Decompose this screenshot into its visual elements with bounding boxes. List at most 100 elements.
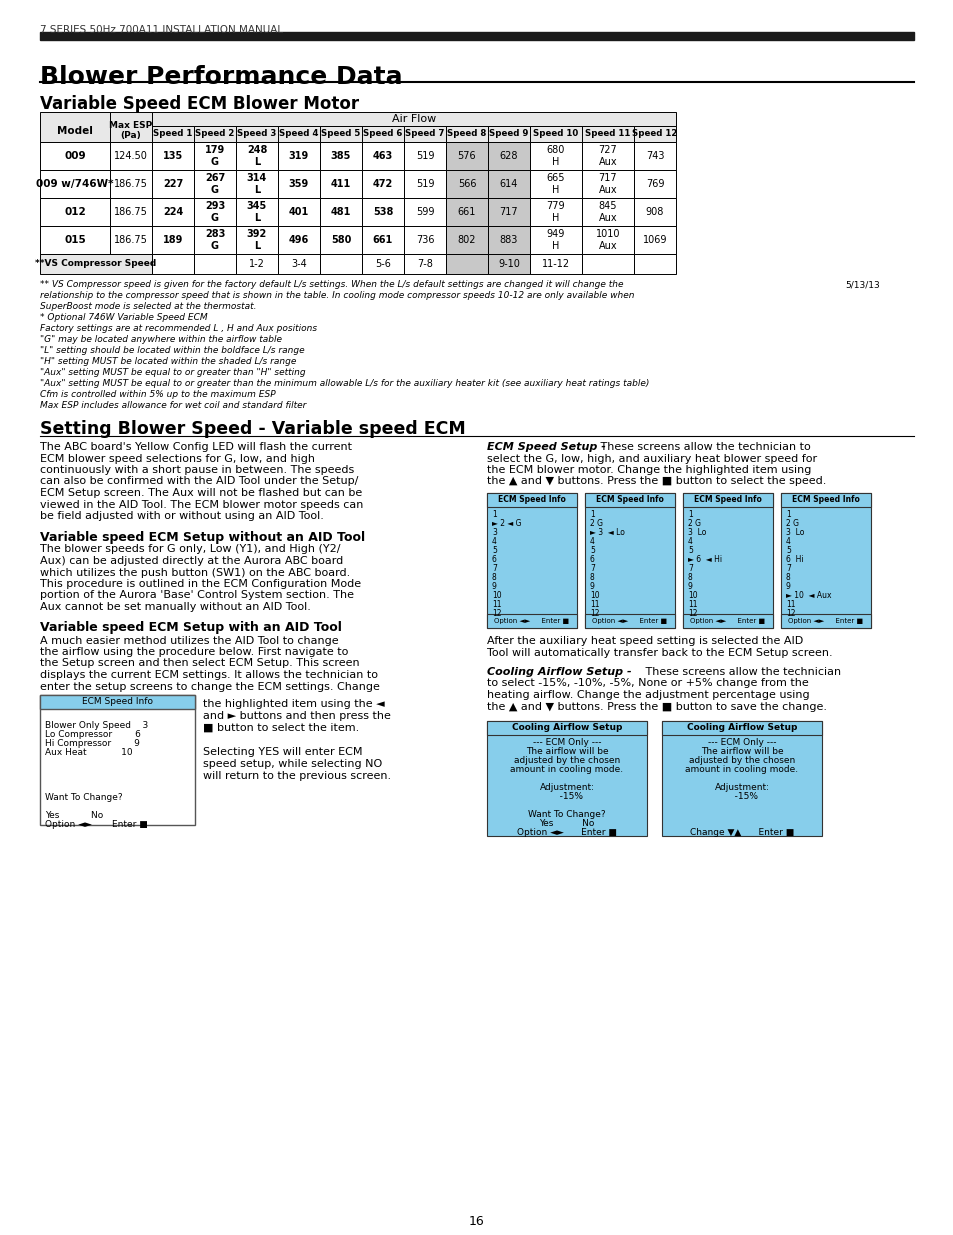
Text: 12: 12 — [589, 609, 598, 618]
Text: 1: 1 — [785, 510, 790, 519]
Text: the highlighted item using the ◄: the highlighted item using the ◄ — [203, 699, 384, 709]
Text: 293
G: 293 G — [205, 201, 225, 222]
Bar — [40, 198, 110, 226]
Text: A much easier method utilizes the AID Tool to change: A much easier method utilizes the AID To… — [40, 636, 338, 646]
Text: 10: 10 — [492, 592, 501, 600]
Text: 5: 5 — [589, 546, 595, 555]
Text: 11-12: 11-12 — [541, 259, 570, 269]
Text: 4: 4 — [589, 537, 595, 546]
Text: Want To Change?: Want To Change? — [45, 793, 123, 802]
Text: Aux cannot be set manually without an AID Tool.: Aux cannot be set manually without an AI… — [40, 601, 311, 613]
Text: 496: 496 — [289, 235, 309, 245]
Text: ■ button to select the item.: ■ button to select the item. — [203, 722, 359, 734]
Bar — [488, 226, 530, 254]
Text: 1: 1 — [589, 510, 594, 519]
Text: "H" setting MUST be located within the shaded L/s range: "H" setting MUST be located within the s… — [40, 357, 296, 366]
Text: 015: 015 — [64, 235, 86, 245]
Bar — [193, 226, 235, 254]
Bar — [361, 226, 403, 254]
Bar — [446, 226, 488, 254]
Bar — [110, 170, 152, 198]
Text: 3-4: 3-4 — [291, 259, 307, 269]
Text: Want To Change?: Want To Change? — [528, 810, 605, 819]
Text: 845
Aux: 845 Aux — [598, 201, 617, 222]
Text: 743: 743 — [645, 151, 663, 161]
Bar — [581, 170, 634, 198]
Text: viewed in the AID Tool. The ECM blower motor speeds can: viewed in the AID Tool. The ECM blower m… — [40, 499, 363, 510]
Bar — [634, 126, 676, 142]
Text: 4: 4 — [785, 537, 790, 546]
Text: "G" may be located anywhere within the airflow table: "G" may be located anywhere within the a… — [40, 335, 282, 345]
Text: 580: 580 — [331, 235, 351, 245]
Text: 665
H: 665 H — [546, 173, 565, 195]
Text: Speed 7: Speed 7 — [405, 130, 444, 138]
Bar — [581, 226, 634, 254]
Text: 519: 519 — [416, 151, 434, 161]
Text: Variable speed ECM Setup with an AID Tool: Variable speed ECM Setup with an AID Too… — [40, 621, 341, 635]
Text: 7: 7 — [492, 564, 497, 573]
Bar — [277, 142, 319, 170]
Bar — [488, 170, 530, 198]
Text: Blower Only Speed    3: Blower Only Speed 3 — [45, 721, 148, 730]
Text: 7-8: 7-8 — [416, 259, 433, 269]
Text: 314
L: 314 L — [247, 173, 267, 195]
Text: 283
G: 283 G — [205, 230, 225, 251]
Bar — [530, 226, 581, 254]
Bar — [40, 170, 110, 198]
Text: * Optional 746W Variable Speed ECM: * Optional 746W Variable Speed ECM — [40, 312, 208, 322]
Bar — [277, 254, 319, 274]
Text: ECM Speed Info: ECM Speed Info — [596, 495, 663, 505]
Bar — [682, 493, 772, 508]
Bar — [152, 254, 193, 274]
Text: 9-10: 9-10 — [497, 259, 519, 269]
Bar — [277, 226, 319, 254]
Text: 12: 12 — [492, 609, 501, 618]
Text: 11: 11 — [589, 600, 598, 609]
Bar — [40, 695, 194, 825]
Bar — [634, 226, 676, 254]
Bar — [781, 493, 870, 508]
Text: Speed 3: Speed 3 — [237, 130, 276, 138]
Bar — [530, 126, 581, 142]
Text: portion of the Aurora 'Base' Control System section. The: portion of the Aurora 'Base' Control Sys… — [40, 590, 354, 600]
Text: enter the setup screens to change the ECM settings. Change: enter the setup screens to change the EC… — [40, 682, 379, 692]
Text: Speed 5: Speed 5 — [321, 130, 360, 138]
Bar — [40, 254, 152, 274]
Text: The airflow will be: The airflow will be — [525, 747, 608, 756]
Text: 628: 628 — [499, 151, 517, 161]
Bar — [403, 226, 446, 254]
Text: 717: 717 — [499, 207, 517, 217]
Bar — [235, 254, 277, 274]
Text: will return to the previous screen.: will return to the previous screen. — [203, 771, 391, 781]
Text: the ECM blower motor. Change the highlighted item using: the ECM blower motor. Change the highlig… — [486, 466, 810, 475]
Text: to select -15%, -10%, -5%, None or +5% change from the: to select -15%, -10%, -5%, None or +5% c… — [486, 678, 808, 688]
Text: 717
Aux: 717 Aux — [598, 173, 617, 195]
Text: the Setup screen and then select ECM Setup. This screen: the Setup screen and then select ECM Set… — [40, 658, 359, 668]
Text: 11: 11 — [687, 600, 697, 609]
Text: Speed 4: Speed 4 — [279, 130, 318, 138]
Text: The blower speeds for G only, Low (Y1), and High (Y2/: The blower speeds for G only, Low (Y1), … — [40, 545, 340, 555]
Text: Speed 6: Speed 6 — [363, 130, 402, 138]
Text: 463: 463 — [373, 151, 393, 161]
Text: 179
G: 179 G — [205, 146, 225, 167]
Text: ECM Speed Info: ECM Speed Info — [497, 495, 565, 505]
Bar — [235, 170, 277, 198]
Text: ► 2 ◄ G: ► 2 ◄ G — [492, 519, 521, 529]
Bar — [403, 170, 446, 198]
Bar — [152, 226, 193, 254]
Text: 472: 472 — [373, 179, 393, 189]
Bar — [110, 112, 152, 142]
Text: 16: 16 — [469, 1215, 484, 1228]
Text: Cfm is controlled within 5% up to the maximum ESP: Cfm is controlled within 5% up to the ma… — [40, 390, 275, 399]
Text: Speed 9: Speed 9 — [489, 130, 528, 138]
Bar — [488, 126, 530, 142]
Text: Speed 10: Speed 10 — [533, 130, 578, 138]
Text: 1-2: 1-2 — [249, 259, 265, 269]
Bar — [40, 142, 110, 170]
Bar — [446, 126, 488, 142]
Text: 727
Aux: 727 Aux — [598, 146, 617, 167]
Text: 7: 7 — [589, 564, 595, 573]
Text: --- ECM Only ---: --- ECM Only --- — [707, 739, 776, 747]
Text: ECM Speed Info: ECM Speed Info — [82, 698, 152, 706]
Bar — [530, 142, 581, 170]
